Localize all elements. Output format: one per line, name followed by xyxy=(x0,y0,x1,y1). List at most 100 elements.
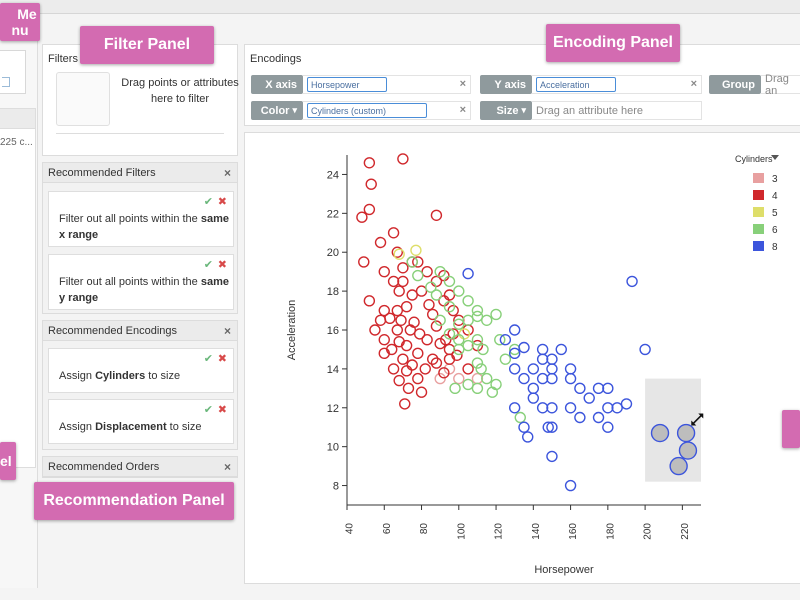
x-tick-label: 80 xyxy=(419,523,430,535)
close-icon[interactable]: × xyxy=(223,324,231,338)
data-point xyxy=(363,203,376,216)
group-shelf[interactable]: Group Drag an xyxy=(709,73,800,97)
recommendation-text: Assign Displacement to size xyxy=(59,421,202,433)
accept-icon[interactable]: ✔ xyxy=(203,353,213,365)
close-icon[interactable]: × xyxy=(459,78,466,90)
resize-arrow-icon xyxy=(691,420,697,426)
data-point xyxy=(475,363,487,375)
accept-icon[interactable]: ✔ xyxy=(203,404,213,416)
data-point xyxy=(471,382,484,395)
y-tick-label: 24 xyxy=(327,169,339,181)
filter-drop-zone[interactable] xyxy=(56,72,110,126)
legend-swatch xyxy=(753,224,764,234)
left-side-panel-item[interactable]: 225 c... xyxy=(0,137,33,148)
size-label[interactable]: Size ▾ xyxy=(480,101,532,120)
color-field[interactable]: Cylinders (custom) × xyxy=(303,101,471,120)
data-point xyxy=(508,363,521,375)
close-icon[interactable]: × xyxy=(459,104,466,116)
color-shelf[interactable]: Color ▾ Cylinders (custom) × xyxy=(251,100,471,121)
size-shelf[interactable]: Size ▾ Drag an attribute here xyxy=(480,100,702,121)
recommended-orders-header: Recommended Orders × xyxy=(43,457,237,477)
x-tick-label: 120 xyxy=(494,523,505,540)
group-field[interactable]: Drag an xyxy=(761,73,800,97)
data-point xyxy=(592,411,605,424)
y-axis-shelf[interactable]: Y axis Acceleration × xyxy=(480,74,702,95)
data-point xyxy=(427,353,439,365)
data-point xyxy=(421,265,433,278)
legend-label: 6 xyxy=(772,225,778,236)
data-point xyxy=(412,347,424,360)
recommendation-card[interactable]: ✔ ✖ Assign Cylinders to size xyxy=(48,348,234,393)
color-label[interactable]: Color ▾ xyxy=(251,101,303,120)
legend-swatch xyxy=(753,241,764,251)
data-point xyxy=(412,269,424,282)
data-point xyxy=(430,209,443,221)
data-point xyxy=(384,312,396,325)
data-point xyxy=(546,402,558,414)
data-point xyxy=(415,285,428,297)
data-point xyxy=(400,300,413,313)
data-point xyxy=(434,265,446,278)
data-point xyxy=(508,347,521,360)
x-tick-label: 200 xyxy=(643,523,654,540)
recommendation-card[interactable]: ✔ ✖ Assign Displacement to size xyxy=(48,399,234,444)
data-point xyxy=(421,334,433,346)
data-point xyxy=(365,178,377,190)
selected-data-point xyxy=(650,423,670,443)
scatter-plot[interactable]: 40 60 80 100 120 140 160 180 200 220 8 10 12 14 16 18 20… xyxy=(245,133,800,585)
data-point xyxy=(434,337,446,350)
data-point xyxy=(508,402,521,414)
recommendation-card[interactable]: ✔ ✖ Filter out all points within the sam… xyxy=(48,254,234,310)
filter-panel-overlay-label: Filter Panel xyxy=(80,26,214,64)
accept-icon[interactable]: ✔ xyxy=(203,196,213,208)
x-axis-shelf[interactable]: X axis Horsepower × xyxy=(251,74,471,95)
data-point xyxy=(387,363,400,375)
data-point xyxy=(536,353,549,365)
y-tick-label: 14 xyxy=(327,364,339,376)
data-point xyxy=(397,275,409,288)
x-axis-field[interactable]: Horsepower × xyxy=(303,75,471,94)
thumbnail[interactable] xyxy=(0,50,26,94)
color-chip[interactable]: Cylinders (custom) xyxy=(307,103,427,118)
data-point xyxy=(438,367,450,379)
data-point xyxy=(494,334,506,346)
reject-icon[interactable]: ✖ xyxy=(217,353,227,365)
legend-swatch xyxy=(753,207,764,217)
data-point xyxy=(443,289,456,301)
data-point xyxy=(518,421,530,433)
y-axis-field[interactable]: Acceleration × xyxy=(532,75,702,94)
y-axis-chip[interactable]: Acceleration xyxy=(536,77,616,92)
close-icon[interactable]: × xyxy=(223,460,231,474)
data-point xyxy=(449,382,461,395)
data-point xyxy=(546,363,558,375)
data-point xyxy=(527,392,540,404)
reject-icon[interactable]: ✖ xyxy=(217,259,227,271)
chart-panel: 40 60 80 100 120 140 160 180 200 220 8 10 12 14 16 18 20… xyxy=(244,132,800,584)
legend-label: 4 xyxy=(772,191,778,202)
data-point xyxy=(453,285,465,297)
reject-icon[interactable]: ✖ xyxy=(217,196,227,208)
data-point xyxy=(564,402,577,414)
close-icon[interactable]: × xyxy=(690,78,697,90)
size-field[interactable]: Drag an attribute here xyxy=(532,101,702,120)
data-point xyxy=(423,299,435,311)
caret-down-icon: ▾ xyxy=(292,105,297,115)
data-point xyxy=(527,382,540,395)
close-icon[interactable]: × xyxy=(223,166,231,180)
x-axis-chip[interactable]: Horsepower xyxy=(307,77,387,92)
data-point xyxy=(453,318,465,330)
data-point xyxy=(555,343,567,356)
reject-icon[interactable]: ✖ xyxy=(217,404,227,416)
filter-drop-text: Drag points or attributes here to filter xyxy=(121,77,239,105)
recommendation-card[interactable]: ✔ ✖ Filter out all points within the sam… xyxy=(48,191,234,247)
data-point xyxy=(536,372,549,385)
data-point xyxy=(471,304,484,317)
data-point xyxy=(542,421,554,433)
accept-icon[interactable]: ✔ xyxy=(203,259,213,271)
data-point xyxy=(400,365,413,377)
x-tick-label: 140 xyxy=(531,523,542,540)
data-point xyxy=(406,359,418,371)
data-point xyxy=(462,314,474,326)
data-point xyxy=(481,372,493,385)
legend-label: 8 xyxy=(772,242,778,253)
